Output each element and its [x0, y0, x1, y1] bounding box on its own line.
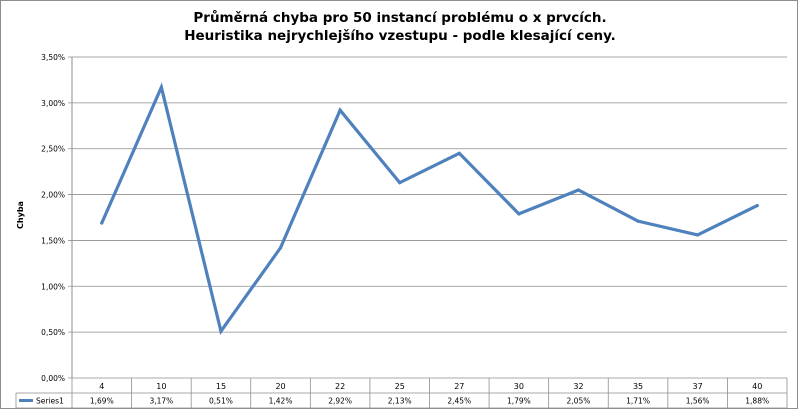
chart-title-line-1: Průměrná chyba pro 50 instancí problému … — [193, 10, 607, 26]
x-tick-label: 15 — [216, 382, 226, 391]
x-tick-label: 30 — [514, 382, 524, 391]
data-point — [755, 203, 759, 208]
x-tick-label: 35 — [633, 382, 643, 391]
y-tick-label: 2,00% — [41, 191, 65, 200]
data-table-value: 2,13% — [388, 397, 412, 406]
x-tick-label: 22 — [335, 382, 345, 391]
chart-title: Průměrná chyba pro 50 instancí problému … — [0, 9, 800, 45]
x-tick-label: 37 — [693, 382, 703, 391]
data-point — [219, 329, 223, 333]
data-point — [696, 233, 700, 237]
data-point — [576, 188, 581, 192]
x-tick-label: 4 — [99, 382, 104, 391]
data-point — [338, 108, 342, 112]
data-table-value: 1,71% — [626, 397, 650, 406]
y-tick-label: 0,50% — [41, 328, 65, 337]
series-line-Series1 — [100, 82, 759, 335]
data-table-value: 1,88% — [745, 397, 769, 406]
data-table-value: 2,05% — [567, 397, 591, 406]
x-tick-label: 32 — [573, 382, 583, 391]
y-tick-label: 3,00% — [41, 99, 65, 108]
legend-label: Series1 — [36, 397, 64, 406]
data-point — [100, 221, 104, 225]
y-tick-label: 0,00% — [41, 374, 65, 383]
data-table-value: 1,79% — [507, 397, 531, 406]
data-table-value: 1,42% — [269, 397, 293, 406]
y-tick-label: 1,00% — [41, 282, 65, 291]
x-tick-label: 20 — [275, 382, 285, 391]
data-table-value: 2,45% — [447, 397, 471, 406]
data-point — [278, 246, 283, 250]
x-tick-label: 25 — [395, 382, 405, 391]
data-table-value: 1,69% — [90, 397, 114, 406]
chart-title-line-2: Heuristika nejrychlejšího vzestupu - pod… — [184, 28, 616, 44]
x-tick-label: 27 — [454, 382, 464, 391]
data-point — [636, 219, 640, 223]
data-table-value: 1,56% — [686, 397, 710, 406]
data-point — [398, 181, 402, 185]
x-tick-label: 40 — [752, 382, 762, 391]
data-point — [517, 212, 521, 216]
data-table-value: 0,51% — [209, 397, 233, 406]
data-point — [457, 151, 461, 155]
y-tick-label: 1,50% — [41, 236, 65, 245]
data-point — [159, 85, 163, 89]
data-table-value: 3,17% — [149, 397, 173, 406]
y-tick-label: 3,50% — [41, 53, 65, 62]
y-tick-label: 2,50% — [41, 145, 65, 154]
x-tick-label: 10 — [156, 382, 166, 391]
data-table-value: 2,92% — [328, 397, 352, 406]
